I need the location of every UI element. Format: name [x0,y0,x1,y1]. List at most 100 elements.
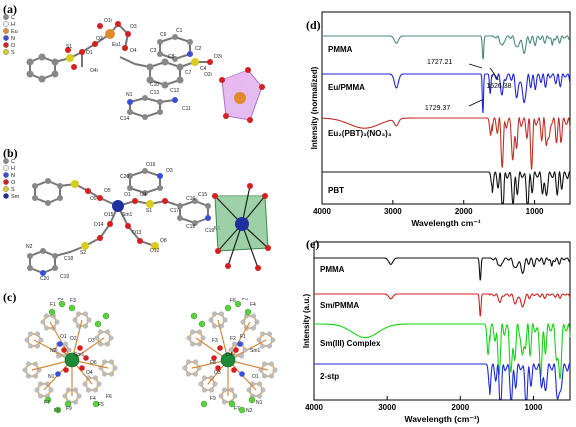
atom-label: C7 [185,70,192,76]
atom-label: O1 [124,192,131,198]
legend-label: C [11,15,15,21]
series-line [314,322,571,380]
atom-label: C1 [176,28,183,34]
atom-label: C8 [168,54,175,60]
atom-label: F7 [44,400,50,406]
atom-label: O9 [90,196,97,202]
atom-label: O2 [70,336,77,342]
series-label: Sm/PMMA [320,301,359,310]
legend-label: H [11,22,15,28]
atom-label: F6 [230,298,236,304]
atom-label: F8 [54,408,60,414]
series-label: Sm(III) Complex [320,339,381,348]
legend-atom-h [3,165,9,171]
atom-label: F3 [70,298,76,304]
series-label: PMMA [328,45,353,54]
legend-label: S [11,187,15,193]
atom-label: C11 [182,106,191,112]
annotation-1626: 1626.38 [486,83,511,90]
atom-label: F3 [212,338,218,344]
atom-label: Eu1 [112,42,121,48]
atom-label: Sm1 [122,212,133,218]
atom-label: F5 [242,298,248,302]
series-label: PBT [328,186,344,195]
atom-label: O1 [252,374,259,380]
atom-label: O1 [86,50,93,56]
series-line [322,35,571,60]
atom-label: C12 [170,88,179,94]
legend-atom-c [3,158,9,164]
legend-label: Eu [11,29,18,35]
atom-label: O8 [160,238,167,244]
legend-label: S [11,50,15,56]
atom-label: O5 [104,188,111,194]
x-axis-label: Wavelength (cm⁻¹) [404,414,479,424]
series-line [322,116,571,171]
annotation-1727: 1727.21 [427,59,452,66]
atom-label: O6 [90,360,97,366]
atom-label: N1 [256,400,263,406]
coordination-polyhedron-b [212,183,271,271]
atom-label: C3 [150,48,157,54]
panel-label-d: (d) [306,18,321,32]
legend-label: H [11,166,15,172]
panel-label-a: (a) [3,2,17,16]
atom-label: F1 [240,334,246,340]
x-tick-label: 1000 [526,207,544,216]
legend-atom-s [3,49,9,55]
x-tick-label: 4000 [313,207,331,216]
atom-label: O3 [130,24,137,30]
series-label: 2-stp [320,372,339,381]
series-line [314,293,571,317]
atom-label: O2 [96,36,103,42]
series-label: Eu₂(PBT)₃(NO₃)₃ [328,129,392,138]
atom-label: Sm1 [74,352,85,358]
atom-label: C19 [205,228,214,234]
coordination-polyhedron-a [219,67,265,123]
atom-label: C13 [150,90,159,96]
x-tick-label: 2000 [451,403,469,412]
atom-label: N2 [246,408,253,414]
atom-label: O4 [226,352,233,358]
atom-label: N2 [26,244,33,250]
atom-label: F4 [90,396,96,402]
atom-label: C19 [60,274,69,280]
atom-label: C4 [200,66,207,72]
atom-label: O4 [86,370,93,376]
legend-label: O [11,43,16,49]
atom-label: C14 [120,116,129,122]
atom-label: O4i [90,68,98,74]
atom-label: C17 [170,208,179,214]
atom-label: N2 [50,348,57,354]
atom-label: F8 [210,360,216,366]
x-axis-label: Wavelength cm⁻¹ [411,218,481,228]
x-tick-label: 1000 [525,403,543,412]
series-line [322,73,571,113]
atom-label: C6 [160,32,167,38]
ftir-chart-d: 4000 3000 2000 1000 Wavelength cm⁻¹ Intensity… [310,11,571,228]
atom-label: N1 [126,92,133,98]
legend-atom-h [3,21,9,27]
atom-label: F9 [210,396,216,402]
atom-label: C18 [64,256,73,262]
panel-label-b: (b) [3,146,18,160]
atom-label: O16 [146,162,156,168]
legend-atom-eu [3,28,9,34]
series-label: PMMA [320,265,345,274]
atom-label: C16 [186,196,195,202]
atom-label: C2 [195,46,202,52]
legend-label: N [11,173,15,179]
atom-label: O1i [104,18,112,24]
atom-label: F1 [50,302,56,308]
atom-label: F9 [66,406,72,412]
y-axis-label: Intensity (a.u.) [302,294,311,349]
sm-atom [220,352,236,368]
legend-atom-o [3,179,9,185]
series-line [322,170,571,204]
series-line [314,362,571,400]
atom-label: O1 [60,334,67,340]
